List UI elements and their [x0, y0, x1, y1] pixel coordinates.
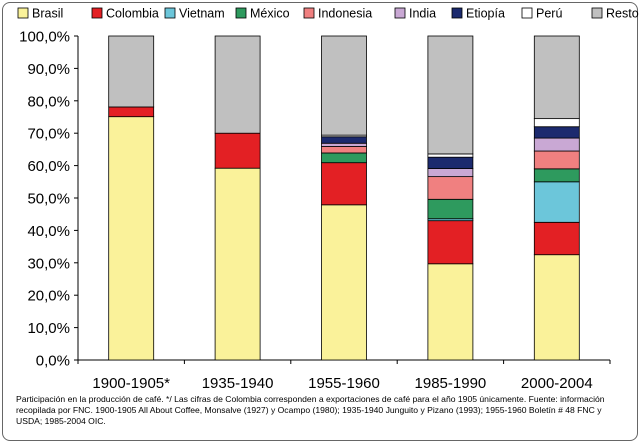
legend-swatch-brasil [17, 7, 29, 19]
legend-swatch-colombia [91, 7, 103, 19]
bar-segment-indonesia [321, 146, 367, 154]
bar-segment-peru [427, 153, 474, 158]
bar-segment-brasil [108, 116, 155, 361]
bar-segment-etiopia [321, 136, 367, 144]
bar-segment-resto-de-paises [321, 35, 367, 136]
chart-footnote: Participación en la producción de café. … [16, 394, 605, 426]
legend-swatch-india [394, 7, 406, 19]
legend-label-colombia: Colombia [106, 7, 159, 21]
bar-segment-resto-de-paises [427, 35, 474, 155]
bar-segment-mexico [321, 152, 367, 164]
bar-segment-colombia [108, 106, 155, 118]
y-tick-label: 80,0% [27, 93, 70, 110]
legend-label-etiopia: Etiopía [466, 7, 505, 21]
bar-segment-etiopia [533, 126, 580, 139]
y-tick-label: 0,0% [36, 353, 70, 370]
x-tick-label: 1935-1940 [202, 375, 274, 392]
bar-segment-mexico [533, 168, 580, 183]
legend-swatch-peru [521, 7, 533, 19]
bar-segment-brasil [214, 167, 261, 361]
y-tick-label: 90,0% [27, 61, 70, 78]
x-tick-label: 2000-2004 [521, 375, 593, 392]
y-tick-label: 70,0% [27, 126, 70, 143]
bar-segment-india [321, 142, 367, 147]
legend-label-vietnam: Vietnam [179, 7, 225, 21]
bar-segment-india [533, 137, 580, 152]
legend-label-mexico: México [250, 7, 290, 21]
bar-segment-brasil [533, 254, 580, 361]
y-tick-label: 50,0% [27, 191, 70, 208]
x-tick-label: 1900-1905* [92, 375, 170, 392]
legend-swatch-etiopia [451, 7, 463, 19]
y-tick-label: 20,0% [27, 288, 70, 305]
bar-segment-vietnam [533, 181, 580, 223]
bar-segment-colombia [427, 220, 474, 265]
legend-label-india: India [409, 7, 436, 21]
y-tick-label: 10,0% [27, 320, 70, 337]
bar-segment-brasil [427, 263, 474, 361]
bar-segment-resto-de-paises [533, 35, 580, 120]
x-tick-label: 1985-1990 [415, 375, 487, 392]
bar-segment-colombia [533, 221, 580, 256]
y-tick-label: 30,0% [27, 255, 70, 272]
legend-label-indonesia: Indonesia [318, 7, 372, 21]
bar-segment-colombia [214, 132, 261, 169]
bar-segment-resto-de-paises [108, 35, 155, 108]
bar-segment-mexico [427, 198, 474, 220]
bar-segment-etiopia [427, 156, 474, 169]
legend-swatch-mexico [235, 7, 247, 19]
legend-swatch-resto-de-paises [591, 7, 603, 19]
x-tick-label: 1955-1960 [308, 375, 380, 392]
bar-segment-india [427, 168, 474, 178]
y-tick-label: 60,0% [27, 158, 70, 175]
bar-segment-indonesia [427, 176, 474, 200]
legend-swatch-indonesia [303, 7, 315, 19]
bar-segment-peru [533, 118, 580, 128]
legend-swatch-vietnam [164, 7, 176, 19]
bar-segment-resto-de-paises [214, 35, 261, 134]
legend-label-resto-de-paises: Resto de países [606, 7, 640, 21]
y-tick-label: 100,0% [19, 29, 70, 46]
bar-segment-indonesia [533, 150, 580, 170]
bar-segment-brasil [321, 204, 367, 361]
legend-label-peru: Perú [536, 7, 562, 21]
legend-label-brasil: Brasil [32, 7, 63, 21]
y-tick-label: 40,0% [27, 223, 70, 240]
bar-segment-colombia [321, 162, 367, 206]
